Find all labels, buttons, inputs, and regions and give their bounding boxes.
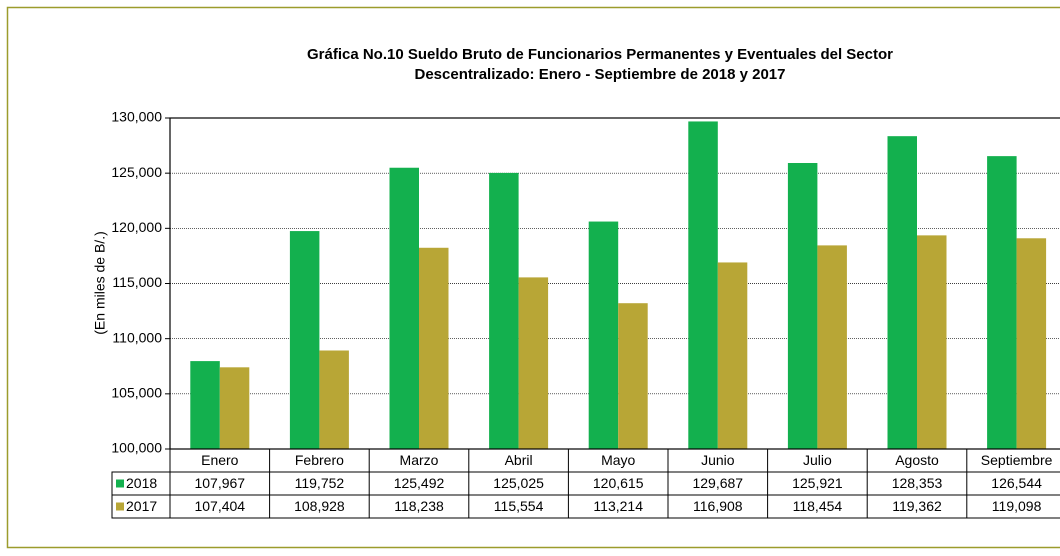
table-value: 119,752 (295, 475, 345, 491)
bar (887, 136, 917, 449)
chart-title: Gráfica No.10 Sueldo Bruto de Funcionari… (307, 46, 893, 63)
y-axis-title: (En miles de B/.) (92, 231, 108, 334)
y-tick-label: 105,000 (111, 385, 162, 401)
y-tick-label: 110,000 (112, 329, 162, 345)
bar (319, 350, 349, 449)
bar (787, 163, 818, 450)
legend-key (116, 479, 124, 488)
chart-title: Descentralizado: Enero - Septiembre de 2… (415, 66, 786, 83)
y-tick-label: 130,000 (111, 109, 162, 125)
y-tick-label: 125,000 (111, 164, 162, 180)
bar (419, 247, 449, 449)
table-value: 107,404 (194, 498, 245, 514)
table-row-border (111, 494, 1060, 519)
bar (987, 156, 1017, 449)
legend-key (116, 502, 124, 511)
x-tick-label: Mayo (601, 452, 635, 468)
table-value: 126,544 (991, 475, 1042, 491)
table-value: 119,098 (992, 498, 1042, 514)
y-tick-label: 100,000 (111, 440, 162, 456)
y-tick-label: 115,000 (112, 274, 162, 290)
table-value: 113,214 (593, 498, 643, 514)
table-value: 107,967 (194, 475, 245, 491)
x-tick-label: Abril (505, 452, 533, 468)
legend-label: 2018 (126, 475, 157, 491)
table-value: 125,025 (493, 475, 544, 491)
bar (518, 277, 549, 449)
bar (588, 221, 619, 449)
bar (389, 167, 419, 449)
x-tick-label: Septiembre (981, 452, 1053, 468)
bar (190, 361, 220, 449)
x-tick-label: Junio (701, 452, 735, 468)
bar (289, 231, 320, 449)
bar (688, 121, 718, 449)
chart-border (6, 6, 1060, 549)
table-value: 119,362 (892, 498, 942, 514)
bar (618, 303, 648, 449)
x-tick-label: Marzo (400, 452, 439, 468)
bar (917, 235, 947, 449)
bar (1016, 238, 1047, 449)
x-tick-label: Agosto (895, 452, 939, 468)
table-value: 118,454 (793, 498, 843, 514)
bar (219, 367, 250, 449)
table-value: 129,687 (692, 475, 743, 491)
legend-label: 2017 (126, 498, 157, 514)
y-tick-label: 120,000 (111, 219, 162, 235)
x-tick-label: Enero (201, 452, 239, 468)
bar (717, 262, 748, 449)
plot-border (169, 117, 1060, 450)
bar (489, 172, 519, 449)
x-tick-label: Febrero (295, 452, 344, 468)
table-value: 120,615 (593, 475, 644, 491)
table-value: 115,554 (494, 498, 544, 514)
table-value: 116,908 (693, 498, 743, 514)
bar (817, 245, 847, 449)
x-tick-label: Julio (803, 452, 832, 468)
table-value: 118,238 (394, 498, 444, 514)
table-value: 128,353 (892, 475, 943, 491)
table-value: 108,928 (294, 498, 345, 514)
table-value: 125,492 (394, 475, 445, 491)
table-value: 125,921 (792, 475, 843, 491)
